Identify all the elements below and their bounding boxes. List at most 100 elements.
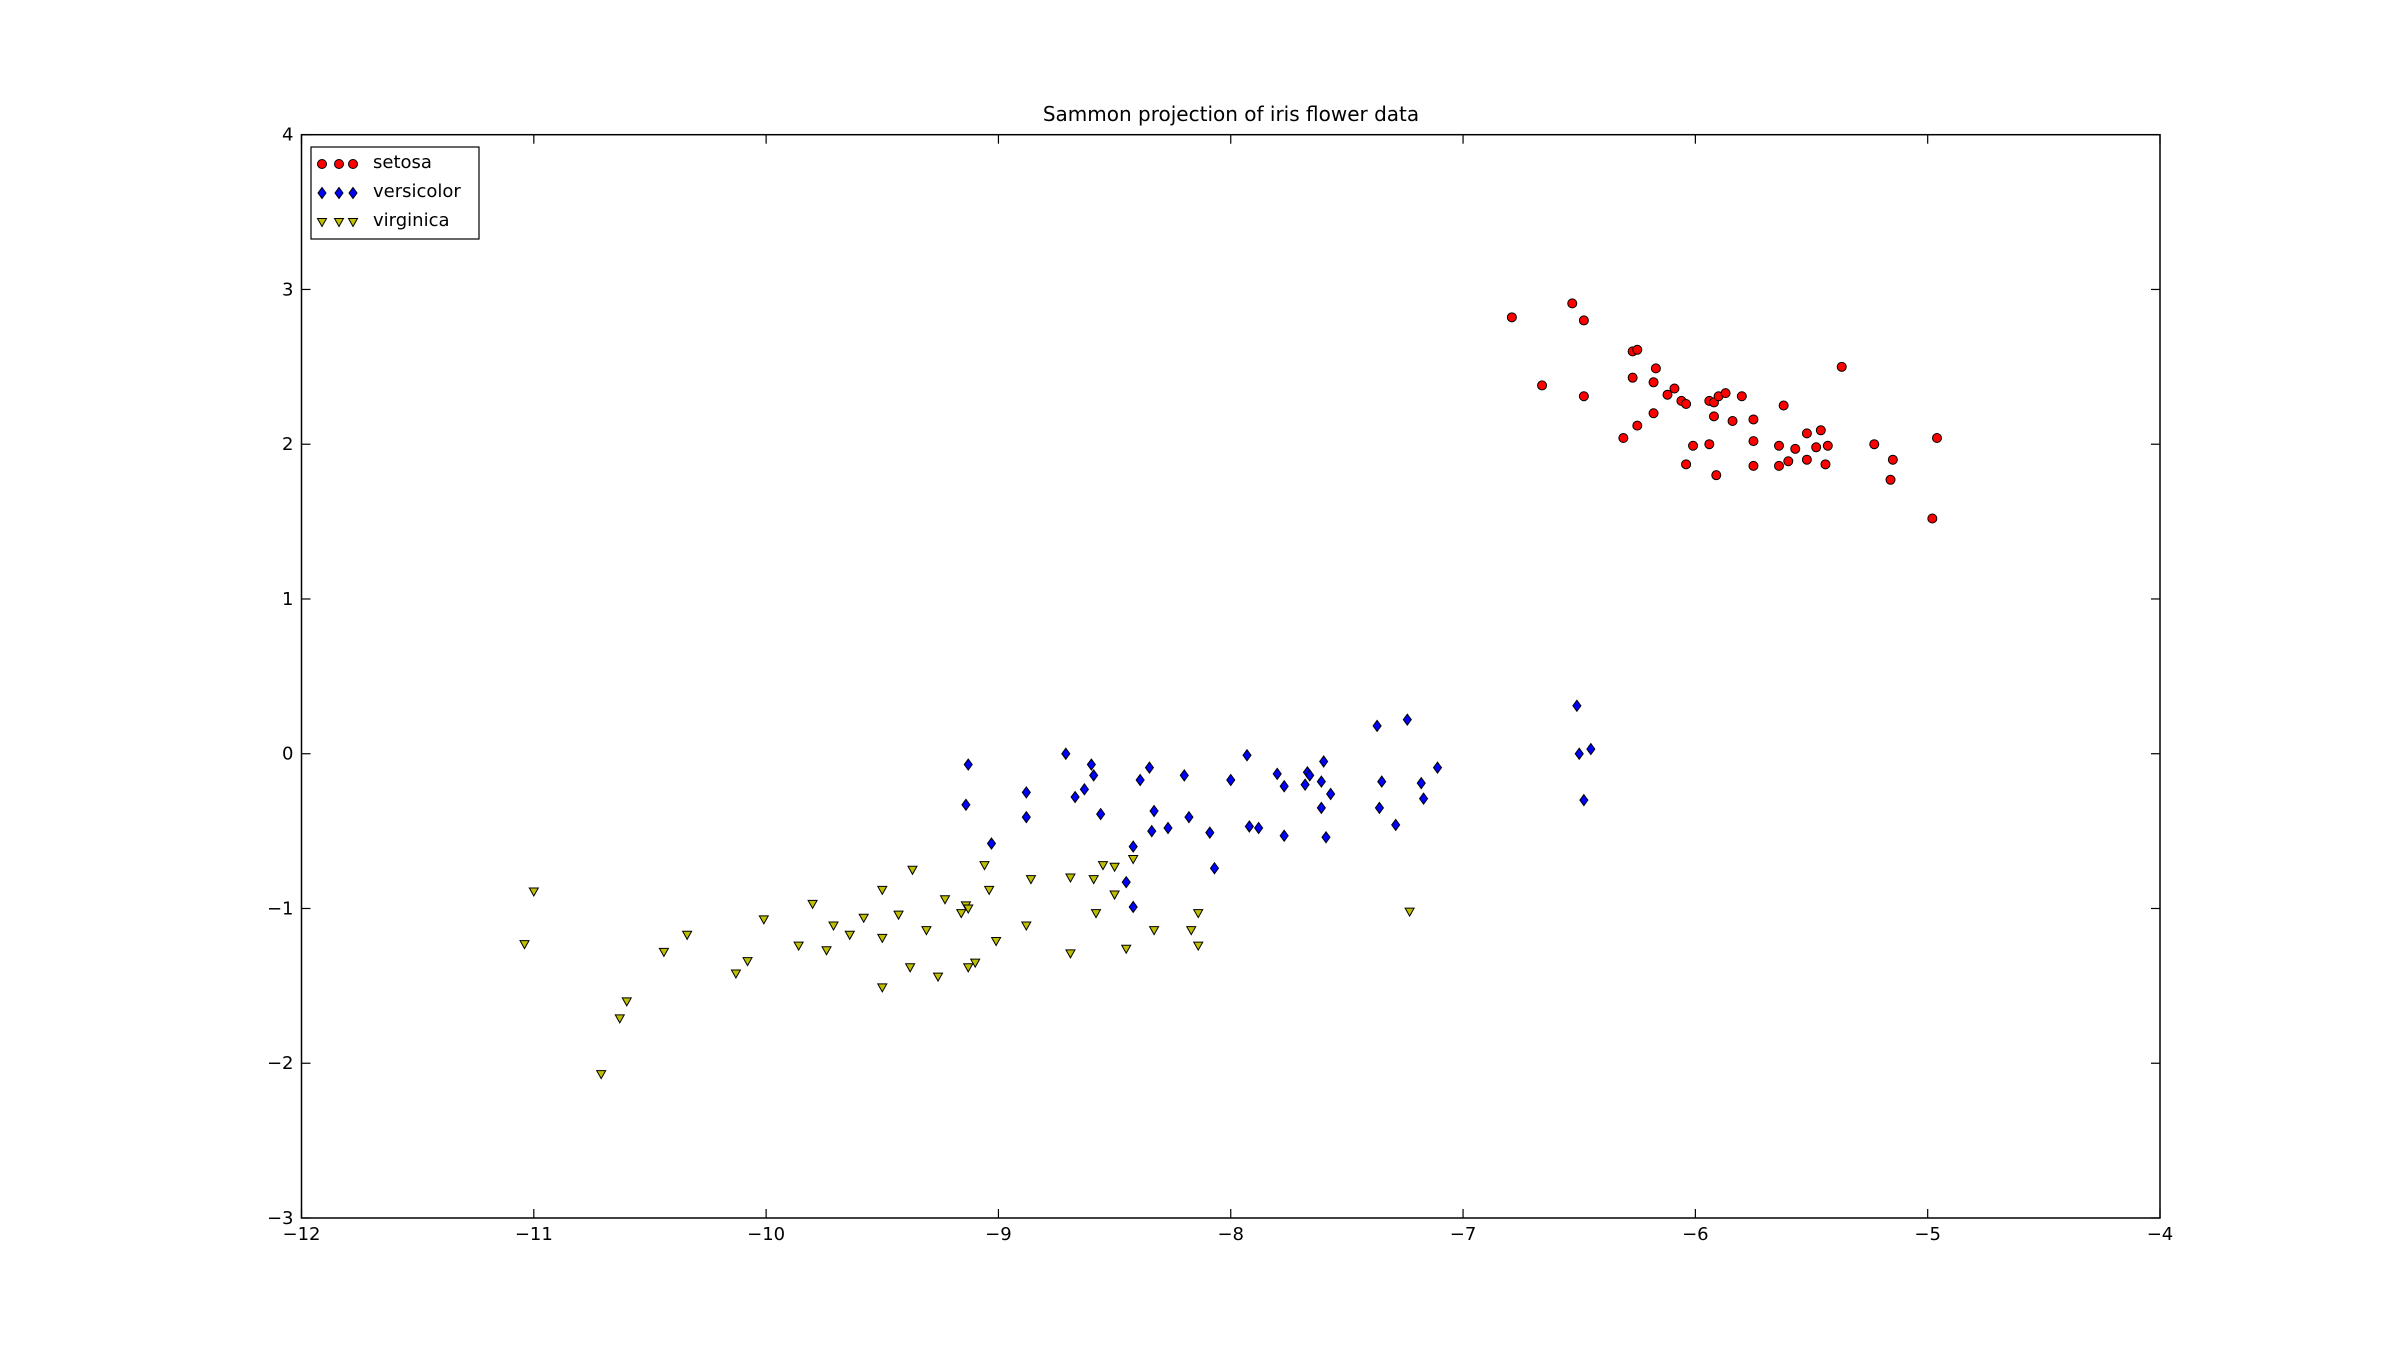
point: [1279, 779, 1289, 793]
point: [1704, 439, 1715, 450]
point: [1192, 941, 1204, 952]
x-tick-label: −4: [2147, 1224, 2174, 1245]
point: [1748, 460, 1759, 471]
point: [1148, 926, 1160, 936]
point: [758, 915, 770, 925]
point: [1579, 793, 1589, 807]
point: [1927, 513, 1938, 524]
legend-marker: [348, 159, 358, 169]
point: [1681, 459, 1692, 470]
legend-label: setosa: [373, 152, 432, 173]
point: [614, 1014, 626, 1024]
point: [1226, 773, 1236, 787]
point: [1648, 377, 1659, 388]
point: [821, 946, 832, 956]
point: [1065, 949, 1076, 959]
point: [1711, 470, 1722, 481]
point: [1748, 436, 1759, 447]
point: [1205, 826, 1215, 840]
point: [1432, 761, 1443, 775]
chart-title: Sammon projection of iris flower data: [1043, 102, 1419, 126]
point: [1662, 389, 1673, 400]
point: [1025, 875, 1037, 885]
point: [986, 837, 997, 850]
point: [979, 861, 990, 871]
point: [876, 983, 888, 993]
point: [1416, 776, 1426, 790]
point: [730, 969, 742, 980]
legend-marker: [316, 218, 328, 228]
point: [1070, 790, 1080, 804]
point: [1774, 440, 1785, 451]
point: [1931, 433, 1942, 444]
point: [893, 910, 904, 921]
point: [1748, 414, 1759, 425]
point: [1774, 460, 1785, 471]
point: [1618, 433, 1629, 444]
point: [1790, 443, 1801, 454]
point: [955, 909, 967, 919]
point: [858, 913, 870, 924]
point: [1648, 408, 1659, 419]
point: [807, 899, 818, 910]
legend-marker: [333, 218, 345, 228]
point: [1578, 391, 1589, 402]
point: [1681, 398, 1692, 409]
legend-marker: [317, 159, 327, 169]
point: [1811, 442, 1822, 453]
point: [1708, 411, 1719, 422]
x-tick-label: −10: [747, 1224, 785, 1245]
point: [1632, 344, 1643, 355]
point: [1109, 862, 1120, 873]
point: [904, 963, 916, 973]
point: [962, 904, 974, 915]
point: [1305, 769, 1315, 782]
point: [1822, 440, 1833, 451]
point: [1372, 719, 1382, 733]
point: [1572, 699, 1582, 713]
plot-frame: [300, 133, 2161, 1219]
point: [1627, 372, 1638, 383]
legend-marker: [334, 159, 344, 169]
point: [876, 933, 888, 944]
x-tick-label: −7: [1450, 1224, 1477, 1245]
point: [1377, 775, 1387, 788]
point: [1801, 454, 1812, 465]
point: [1506, 312, 1517, 323]
y-tick-label: −3: [267, 1208, 294, 1229]
point: [1144, 761, 1155, 775]
point: [1887, 454, 1898, 465]
point: [1391, 818, 1401, 832]
y-tick-label: −1: [267, 898, 294, 919]
x-tick-label: −5: [1914, 1224, 1941, 1245]
y-tick-label: 3: [282, 279, 293, 300]
point: [1736, 391, 1747, 402]
point: [1121, 875, 1131, 889]
legend-label: virginica: [373, 210, 450, 231]
point: [1326, 787, 1336, 801]
point: [1088, 875, 1100, 885]
point: [961, 798, 971, 812]
point: [621, 997, 633, 1007]
x-tick-label: −11: [515, 1224, 553, 1245]
point: [1869, 439, 1880, 450]
point: [519, 940, 530, 950]
point: [1209, 861, 1220, 875]
point: [1402, 713, 1412, 727]
point: [1727, 416, 1738, 427]
point: [1404, 907, 1415, 918]
point: [1020, 921, 1032, 932]
point: [681, 930, 693, 941]
point: [921, 926, 932, 936]
y-tick-label: 1: [282, 589, 293, 610]
point: [1089, 769, 1099, 782]
point: [528, 887, 540, 897]
point: [1574, 747, 1584, 761]
point: [1127, 854, 1139, 865]
point: [1254, 821, 1264, 835]
point: [939, 895, 951, 905]
point: [742, 957, 753, 967]
point: [1720, 388, 1731, 399]
point: [1097, 861, 1109, 871]
